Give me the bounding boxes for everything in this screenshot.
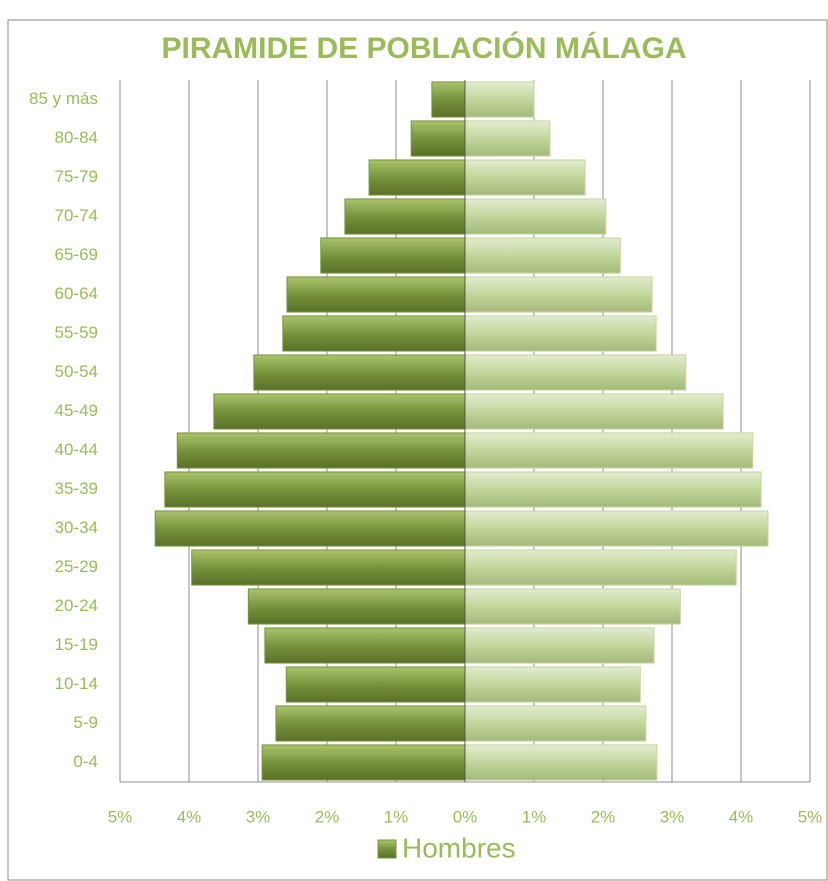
bar bbox=[164, 471, 466, 508]
bar bbox=[320, 237, 466, 274]
y-tick-label: 10-14 bbox=[55, 674, 98, 693]
bar bbox=[464, 666, 641, 703]
chart-title: PIRAMIDE DE POBLACIÓN MÁLAGA bbox=[162, 31, 687, 65]
y-tick-label: 40-44 bbox=[55, 440, 98, 459]
y-tick-label: 60-64 bbox=[55, 284, 98, 303]
bar bbox=[464, 627, 655, 664]
bar bbox=[191, 549, 466, 586]
x-tick-label: 4% bbox=[177, 807, 202, 826]
bar bbox=[464, 81, 535, 118]
y-tick-label: 20-24 bbox=[55, 596, 98, 615]
bar bbox=[286, 276, 466, 313]
x-tick-label: 4% bbox=[729, 807, 754, 826]
bar bbox=[464, 588, 681, 625]
legend-label: Hombres bbox=[402, 832, 516, 863]
y-tick-label: 50-54 bbox=[55, 362, 98, 381]
bar bbox=[464, 120, 551, 157]
x-tick-label: 3% bbox=[660, 807, 685, 826]
bar bbox=[464, 276, 653, 313]
bar bbox=[464, 198, 607, 235]
x-tick-label: 5% bbox=[798, 807, 823, 826]
x-tick-label: 1% bbox=[384, 807, 409, 826]
y-tick-label: 70-74 bbox=[55, 206, 98, 225]
bar bbox=[410, 120, 466, 157]
bar bbox=[464, 354, 687, 391]
y-tick-label: 85 y más bbox=[29, 89, 98, 108]
bar bbox=[253, 354, 466, 391]
y-tick-label: 25-29 bbox=[55, 557, 98, 576]
y-tick-label: 5-9 bbox=[73, 713, 98, 732]
x-tick-label: 2% bbox=[591, 807, 616, 826]
bar bbox=[431, 81, 466, 118]
bar bbox=[464, 510, 769, 547]
bar bbox=[213, 393, 466, 430]
bar bbox=[285, 666, 466, 703]
x-tick-label: 1% bbox=[522, 807, 547, 826]
y-tick-label: 0-4 bbox=[73, 752, 98, 771]
legend-swatch bbox=[377, 839, 397, 859]
y-tick-label: 80-84 bbox=[55, 128, 98, 147]
y-tick-label: 65-69 bbox=[55, 245, 98, 264]
bar bbox=[176, 432, 466, 469]
y-tick-label: 55-59 bbox=[55, 323, 98, 342]
bar bbox=[261, 744, 466, 781]
bar bbox=[275, 705, 466, 742]
bar bbox=[464, 432, 754, 469]
bar bbox=[464, 237, 621, 274]
bar bbox=[368, 159, 466, 196]
bar bbox=[464, 744, 658, 781]
bar bbox=[464, 705, 647, 742]
bar bbox=[464, 159, 586, 196]
x-tick-label: 2% bbox=[315, 807, 340, 826]
y-tick-label: 45-49 bbox=[55, 401, 98, 420]
y-tick-label: 35-39 bbox=[55, 479, 98, 498]
y-tick-label: 15-19 bbox=[55, 635, 98, 654]
bar bbox=[464, 471, 762, 508]
bar bbox=[464, 393, 724, 430]
y-tick-label: 30-34 bbox=[55, 518, 98, 537]
x-tick-label: 3% bbox=[246, 807, 271, 826]
bar bbox=[247, 588, 466, 625]
bar bbox=[264, 627, 466, 664]
x-tick-label: 5% bbox=[108, 807, 133, 826]
bar bbox=[282, 315, 466, 352]
bar bbox=[154, 510, 466, 547]
x-tick-label: 0% bbox=[453, 807, 478, 826]
bar bbox=[344, 198, 466, 235]
bar bbox=[464, 315, 657, 352]
bar bbox=[464, 549, 737, 586]
y-tick-label: 75-79 bbox=[55, 167, 98, 186]
